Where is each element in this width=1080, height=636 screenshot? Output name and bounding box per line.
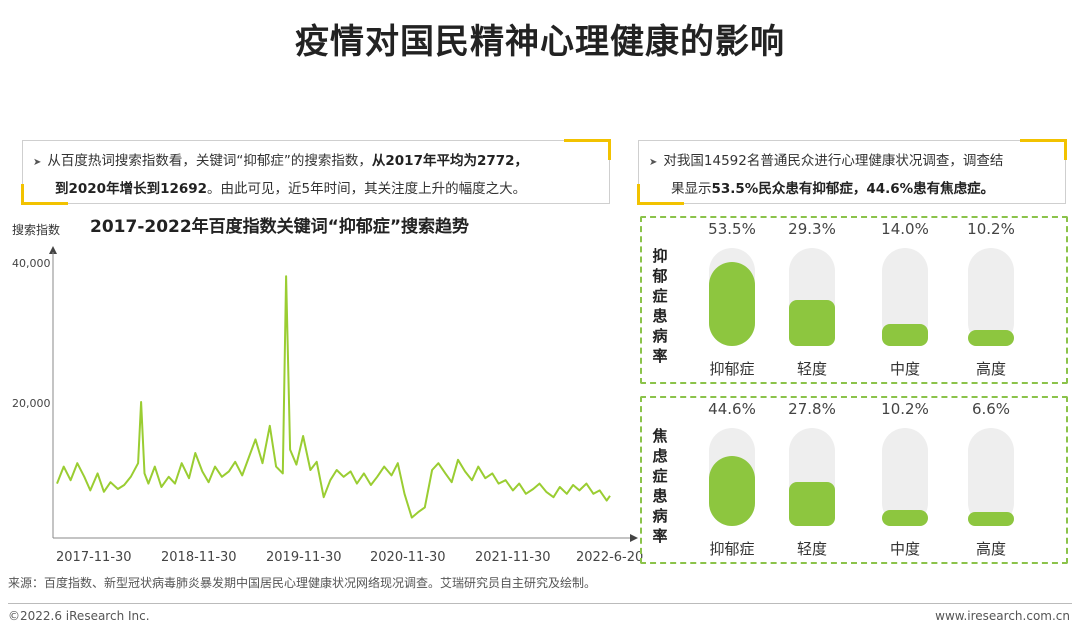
bar-category-label: 中度 [889, 540, 920, 558]
arrow-bullet-icon: ➤ [33, 157, 42, 168]
depression-panel [640, 216, 1068, 384]
x-tick-label: 2019-11-30 [266, 550, 342, 565]
bar-category-label: 中度 [889, 360, 920, 378]
y-axis-arrow-icon [49, 246, 57, 254]
bar-value-label: 29.3% [788, 220, 836, 238]
bar-track [968, 428, 1014, 526]
bar-fill [789, 482, 835, 526]
line-chart-title: 2017-2022年百度指数关键词“抑郁症”搜索趋势 [90, 217, 470, 237]
footer-divider [8, 603, 1072, 604]
bar-category-label: 高度 [975, 540, 1006, 558]
bar-fill [709, 456, 755, 526]
bar-fill [709, 262, 755, 346]
left-callout-text: ➤ 从百度热词搜索指数看，关键词“抑郁症”的搜索指数，从2017年平均为2772，… [33, 148, 603, 202]
x-tick-label: 2017-11-30 [56, 550, 132, 565]
bar-track [882, 428, 928, 526]
left-callout: ➤ 从百度热词搜索指数看，关键词“抑郁症”的搜索指数，从2017年平均为2772，… [21, 139, 611, 205]
bar-category-label: 抑郁症 [709, 360, 755, 378]
y-tick-label: 40,000 [12, 257, 51, 270]
footer-copyright: ©2022.6 iResearch Inc. [8, 609, 150, 623]
x-tick-label: 2018-11-30 [161, 550, 237, 565]
bar-value-label: 6.6% [971, 400, 1011, 418]
page-title: 疫情对国民精神心理健康的影响 [295, 22, 785, 62]
callout-corner-decoration [637, 184, 684, 205]
series-line [56, 275, 611, 519]
right-callout: ➤ 对我国14592名普通民众进行心理健康状况调查，调查结 果显示53.5%民众患… [637, 139, 1067, 205]
bar-category-label: 高度 [975, 360, 1006, 378]
callout-corner-decoration [21, 184, 68, 205]
arrow-bullet-icon: ➤ [649, 157, 658, 168]
right-callout-text: ➤ 对我国14592名普通民众进行心理健康状况调查，调查结 果显示53.5%民众患… [649, 148, 1059, 202]
right-callout-bold-1: 53.5%民众患有抑郁症，44.6%患有焦虑症。 [711, 181, 995, 197]
x-tick-label: 2020-11-30 [370, 550, 446, 565]
x-tick-label: 2021-11-30 [475, 550, 551, 565]
bar-value-label: 10.2% [881, 400, 929, 418]
line-chart [49, 246, 638, 542]
callout-corner-decoration [1020, 139, 1067, 160]
left-callout-plain-2: 。由此可见，近5年时间，其关注度上升的幅度之大。 [207, 181, 527, 197]
bar-fill [882, 510, 928, 526]
right-callout-plain-2: 果显示 [671, 181, 712, 197]
source-note: 来源：百度指数、新型冠状病毒肺炎暴发期中国居民心理健康状况网络现况调查。艾瑞研究… [8, 576, 597, 590]
bar-value-label: 44.6% [708, 400, 756, 418]
x-axis-arrow-icon [630, 534, 638, 542]
bar-fill [968, 512, 1014, 526]
bar-fill [882, 324, 928, 346]
depression-panel-label: 抑郁症患病率 [652, 247, 668, 365]
y-tick-label: 20,000 [12, 397, 51, 410]
bar-category-label: 抑郁症 [709, 540, 755, 558]
bar-fill [789, 300, 835, 346]
bar-category-label: 轻度 [796, 360, 827, 378]
anxiety-panel [640, 396, 1068, 564]
bar-track [968, 248, 1014, 346]
footer-website: www.iresearch.com.cn [935, 609, 1070, 623]
x-tick-label: 2022-6-20 [576, 550, 644, 565]
bar-value-label: 53.5% [708, 220, 756, 238]
left-callout-bold-1: 从2017年平均为2772， [371, 153, 529, 169]
y-axis-label: 搜索指数 [12, 223, 61, 237]
callout-corner-decoration [564, 139, 611, 160]
right-callout-plain-1: 对我国14592名普通民众进行心理健康状况调查，调查结 [663, 153, 1004, 169]
bar-value-label: 10.2% [967, 220, 1015, 238]
bar-value-label: 27.8% [788, 400, 836, 418]
bar-fill [968, 330, 1014, 346]
bar-category-label: 轻度 [796, 540, 827, 558]
left-callout-bold-2: 到2020年增长到12692 [55, 181, 208, 197]
left-callout-plain-1: 从百度热词搜索指数看，关键词“抑郁症”的搜索指数， [47, 153, 372, 169]
bar-value-label: 14.0% [881, 220, 929, 238]
anxiety-panel-label: 焦虑症患病率 [652, 427, 668, 545]
